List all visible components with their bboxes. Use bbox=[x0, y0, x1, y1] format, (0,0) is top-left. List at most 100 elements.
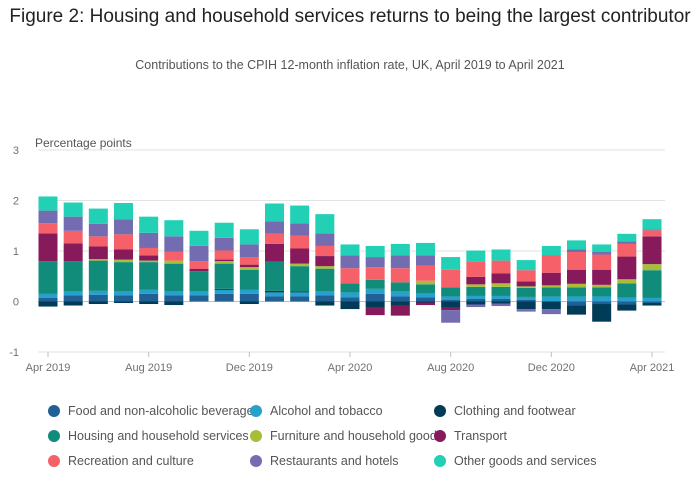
legend-item[interactable]: Housing and household services bbox=[48, 429, 249, 443]
legend-item[interactable]: Furniture and household goods bbox=[250, 429, 443, 443]
bar-segment bbox=[365, 245, 385, 258]
bar-segment bbox=[340, 292, 360, 298]
bar-segment bbox=[38, 233, 58, 262]
bar-segment bbox=[541, 301, 561, 310]
bar-segment bbox=[592, 252, 612, 255]
bar-segment bbox=[38, 196, 58, 211]
bar-segment bbox=[290, 205, 310, 224]
bar-segment bbox=[290, 292, 310, 297]
legend-swatch bbox=[48, 455, 60, 467]
bar-segment bbox=[541, 285, 561, 288]
bar-segment bbox=[617, 279, 637, 284]
bar-segment bbox=[265, 292, 284, 297]
bar-segment bbox=[164, 301, 184, 306]
bar-segment bbox=[315, 256, 335, 267]
chart-subtitle: Contributions to the CPIH 12-month infla… bbox=[135, 58, 565, 72]
bar-segment bbox=[516, 299, 536, 302]
bar-segment bbox=[617, 301, 637, 305]
bar-segment bbox=[114, 249, 133, 260]
bar-segment bbox=[315, 245, 335, 257]
bar-segment bbox=[164, 220, 184, 237]
bar-segment bbox=[617, 243, 637, 257]
bar-segment bbox=[88, 260, 108, 291]
bar-segment bbox=[516, 309, 536, 312]
legend-item[interactable]: Recreation and culture bbox=[48, 454, 194, 468]
bar-segment bbox=[416, 284, 435, 294]
bar-segment bbox=[290, 223, 310, 236]
bar-segment bbox=[340, 255, 360, 269]
bar-segment bbox=[441, 301, 461, 308]
legend-item[interactable]: Transport bbox=[434, 429, 507, 443]
bar-segment bbox=[516, 296, 536, 300]
bar-segment bbox=[390, 255, 410, 269]
bar-segment bbox=[441, 310, 461, 323]
legend-item[interactable]: Restaurants and hotels bbox=[250, 454, 399, 468]
bar-segment bbox=[214, 293, 234, 302]
bar-segment bbox=[466, 284, 486, 287]
bar-segment bbox=[516, 301, 536, 310]
bar-segment bbox=[164, 251, 184, 261]
bar-segment bbox=[567, 305, 586, 315]
bar-segment bbox=[164, 263, 184, 292]
bar-segment bbox=[541, 309, 561, 315]
bar-segment bbox=[567, 301, 586, 306]
legend-label: Recreation and culture bbox=[68, 454, 194, 468]
bar-segment bbox=[491, 295, 511, 299]
bar-segment bbox=[189, 268, 209, 272]
bar-segment bbox=[239, 229, 259, 245]
bar-segment bbox=[164, 295, 184, 302]
bar-segment bbox=[265, 296, 284, 302]
bar-segment bbox=[617, 233, 637, 242]
bar-segment bbox=[416, 302, 435, 306]
bar-segment bbox=[63, 202, 83, 217]
legend-swatch bbox=[434, 455, 446, 467]
bar-segment bbox=[416, 297, 435, 302]
bar-segment bbox=[214, 259, 234, 262]
y-tick-label: -1 bbox=[9, 347, 19, 359]
bar-segment bbox=[139, 232, 159, 248]
bar-segment bbox=[491, 303, 511, 307]
bar-segment bbox=[290, 263, 310, 267]
bar-segment bbox=[642, 270, 662, 298]
bar-segment bbox=[466, 304, 486, 308]
bar-segment bbox=[63, 261, 83, 292]
bar-segment bbox=[592, 304, 612, 322]
bar-segment bbox=[88, 259, 108, 261]
bar-segment bbox=[38, 297, 58, 302]
bar-segment bbox=[214, 222, 234, 238]
bar-segment bbox=[239, 244, 259, 258]
bar-segment bbox=[114, 259, 133, 263]
x-tick-label: Apr 2021 bbox=[630, 362, 675, 374]
legend-item[interactable]: Food and non-alcoholic beverages bbox=[48, 404, 260, 418]
bar-segment bbox=[214, 289, 234, 294]
bar-segment bbox=[365, 293, 385, 302]
bar-segment bbox=[88, 208, 108, 224]
bar-segment bbox=[290, 235, 310, 249]
bar-segment bbox=[491, 249, 511, 261]
bar-segment bbox=[214, 261, 234, 264]
bar-segment bbox=[441, 269, 461, 288]
bar-segment bbox=[567, 287, 586, 297]
bar-segment bbox=[239, 264, 259, 268]
bar-segment bbox=[416, 280, 435, 285]
bar-segment bbox=[516, 287, 536, 297]
bar-segment bbox=[340, 283, 360, 293]
bar-segment bbox=[592, 254, 612, 270]
bar-segment bbox=[189, 261, 209, 269]
bar-segment bbox=[239, 289, 259, 294]
bar-segment bbox=[315, 266, 335, 269]
bar-segment bbox=[491, 283, 511, 287]
y-tick-label: 2 bbox=[13, 196, 19, 208]
legend-swatch bbox=[250, 430, 262, 442]
legend-label: Clothing and footwear bbox=[454, 404, 576, 418]
legend-item[interactable]: Other goods and services bbox=[434, 454, 596, 468]
bar-segment bbox=[315, 301, 335, 306]
bar-segment bbox=[315, 268, 335, 292]
bar-segment bbox=[617, 297, 637, 302]
bar-segment bbox=[290, 248, 310, 264]
legend-item[interactable]: Alcohol and tobacco bbox=[250, 404, 383, 418]
legend-swatch bbox=[434, 430, 446, 442]
bar-segment bbox=[491, 301, 511, 304]
legend-item[interactable]: Clothing and footwear bbox=[434, 404, 576, 418]
bar-segment bbox=[466, 261, 486, 277]
